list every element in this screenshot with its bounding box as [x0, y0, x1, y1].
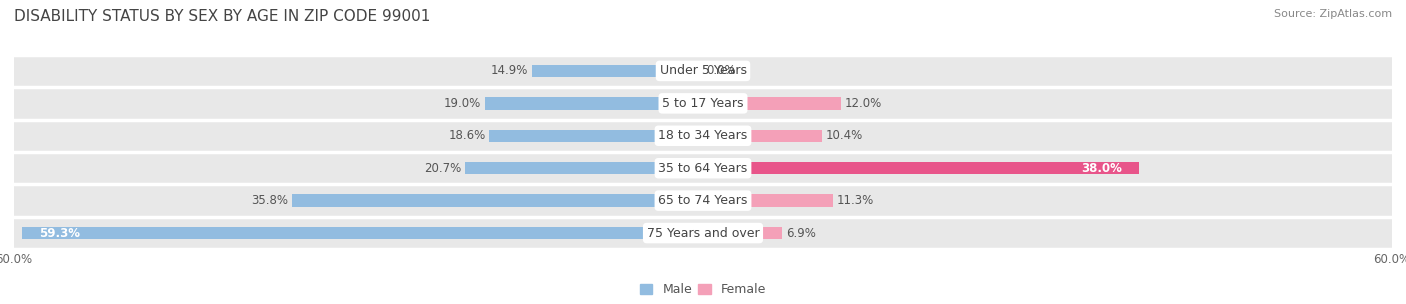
Bar — [703, 130, 823, 142]
Text: 10.4%: 10.4% — [825, 129, 863, 142]
Bar — [14, 87, 1392, 119]
Text: 18.6%: 18.6% — [449, 129, 486, 142]
Bar — [703, 97, 841, 109]
Text: Source: ZipAtlas.com: Source: ZipAtlas.com — [1274, 9, 1392, 19]
Legend: Male, Female: Male, Female — [636, 278, 770, 301]
Bar — [703, 195, 832, 207]
Text: 5 to 17 Years: 5 to 17 Years — [662, 97, 744, 110]
Text: 65 to 74 Years: 65 to 74 Years — [658, 194, 748, 207]
Text: DISABILITY STATUS BY SEX BY AGE IN ZIP CODE 99001: DISABILITY STATUS BY SEX BY AGE IN ZIP C… — [14, 9, 430, 24]
Bar — [14, 119, 1392, 152]
Text: 59.3%: 59.3% — [39, 226, 80, 240]
Bar — [703, 227, 782, 239]
Bar — [703, 162, 1139, 174]
Bar — [531, 65, 703, 77]
Bar — [489, 130, 703, 142]
Text: 11.3%: 11.3% — [837, 194, 873, 207]
Bar — [292, 195, 703, 207]
Text: 6.9%: 6.9% — [786, 226, 815, 240]
Text: 19.0%: 19.0% — [444, 97, 481, 110]
Bar — [14, 55, 1392, 87]
Bar — [14, 185, 1392, 217]
Text: 75 Years and over: 75 Years and over — [647, 226, 759, 240]
Bar — [485, 97, 703, 109]
Bar — [14, 217, 1392, 249]
Text: Under 5 Years: Under 5 Years — [659, 64, 747, 78]
Bar — [465, 162, 703, 174]
Bar — [14, 152, 1392, 185]
Text: 14.9%: 14.9% — [491, 64, 529, 78]
Text: 0.0%: 0.0% — [706, 64, 737, 78]
Text: 35.8%: 35.8% — [252, 194, 288, 207]
Text: 38.0%: 38.0% — [1081, 162, 1122, 175]
Text: 12.0%: 12.0% — [844, 97, 882, 110]
Bar — [22, 227, 703, 239]
Text: 20.7%: 20.7% — [425, 162, 461, 175]
Text: 18 to 34 Years: 18 to 34 Years — [658, 129, 748, 142]
Text: 35 to 64 Years: 35 to 64 Years — [658, 162, 748, 175]
